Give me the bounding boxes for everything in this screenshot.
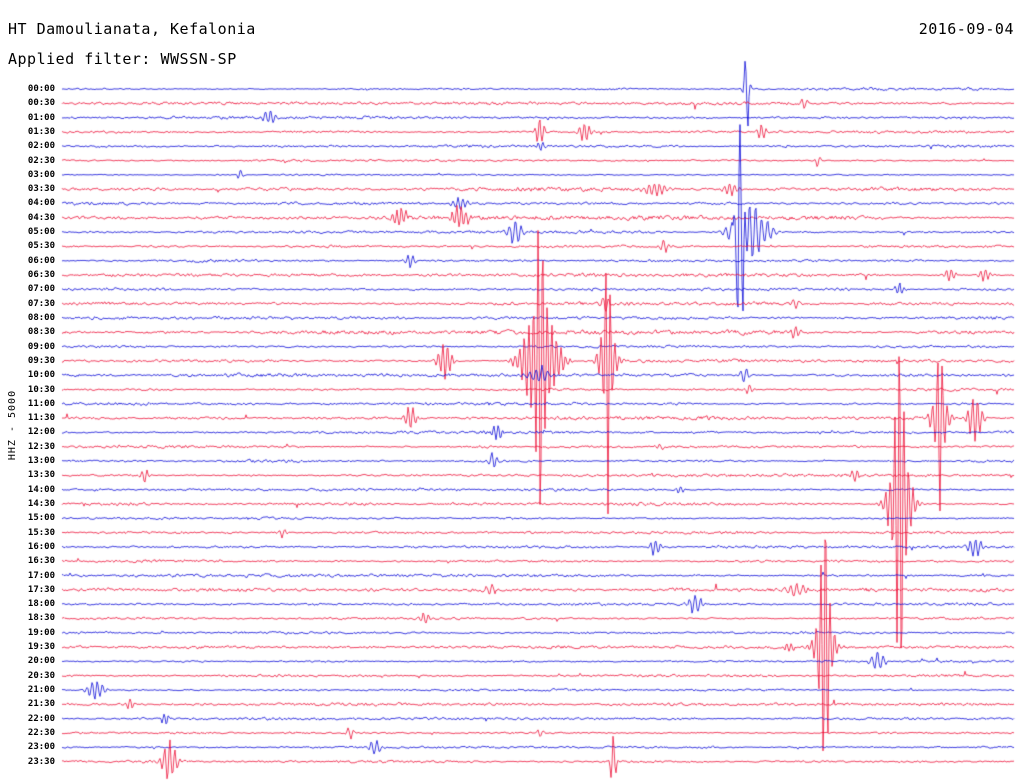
time-label: 03:00 xyxy=(27,169,55,180)
time-label: 18:00 xyxy=(27,599,55,610)
time-label: 12:00 xyxy=(27,427,55,438)
time-label: 05:00 xyxy=(27,227,55,238)
time-label: 20:30 xyxy=(27,670,55,681)
time-label: 10:00 xyxy=(27,370,55,381)
time-label: 07:30 xyxy=(27,298,55,309)
time-label: 21:00 xyxy=(27,685,55,696)
time-label: 21:30 xyxy=(27,699,55,710)
channel-scale-label: HHZ - 5000 xyxy=(7,389,18,461)
time-label: 18:30 xyxy=(27,613,55,624)
time-label: 11:00 xyxy=(27,398,55,409)
date-label: 2016-09-04 xyxy=(918,20,1014,38)
time-label: 17:00 xyxy=(27,570,55,581)
time-label: 13:30 xyxy=(27,470,55,481)
time-label: 07:00 xyxy=(27,284,55,295)
time-label: 06:30 xyxy=(27,270,55,281)
time-label: 19:00 xyxy=(27,627,55,638)
time-label: 16:00 xyxy=(27,541,55,552)
time-label: 00:00 xyxy=(27,84,55,94)
time-label: 05:30 xyxy=(27,241,55,252)
time-label: 14:00 xyxy=(27,484,55,495)
time-label: 04:00 xyxy=(27,198,55,209)
time-label: 02:00 xyxy=(27,141,55,152)
time-label: 20:00 xyxy=(27,656,55,667)
station-title: HT Damoulianata, Kefalonia xyxy=(8,20,256,38)
time-label: 11:30 xyxy=(27,413,55,424)
time-label: 19:30 xyxy=(27,642,55,653)
time-label: 09:30 xyxy=(27,355,55,366)
time-label: 16:30 xyxy=(27,556,55,567)
time-label: 09:00 xyxy=(27,341,55,352)
time-label: 04:30 xyxy=(27,212,55,223)
time-label: 23:00 xyxy=(27,742,55,753)
time-label: 22:30 xyxy=(27,727,55,738)
time-label: 17:30 xyxy=(27,584,55,595)
time-label: 15:00 xyxy=(27,513,55,524)
filter-label: Applied filter: WWSSN-SP xyxy=(8,50,237,68)
time-label: 14:30 xyxy=(27,498,55,509)
time-label: 23:30 xyxy=(27,756,55,767)
time-label: 08:30 xyxy=(27,327,55,338)
time-label: 15:30 xyxy=(27,527,55,538)
time-label: 08:00 xyxy=(27,312,55,323)
time-label: 12:30 xyxy=(27,441,55,452)
time-label: 13:00 xyxy=(27,456,55,467)
time-label: 02:30 xyxy=(27,155,55,166)
time-label: 10:30 xyxy=(27,384,55,395)
time-label: 01:30 xyxy=(27,126,55,137)
time-label: 01:00 xyxy=(27,112,55,123)
time-label: 22:00 xyxy=(27,713,55,724)
time-label: 00:30 xyxy=(27,98,55,109)
time-label: 06:00 xyxy=(27,255,55,266)
time-label: 03:30 xyxy=(27,184,55,195)
